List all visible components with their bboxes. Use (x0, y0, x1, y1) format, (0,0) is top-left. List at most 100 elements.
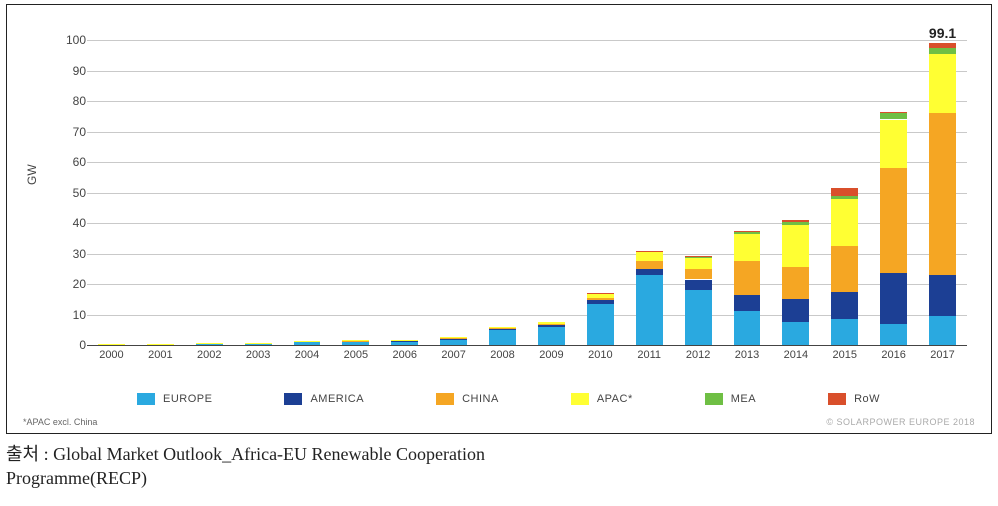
legend-item-row: RoW (828, 393, 880, 405)
ytick-label: 80 (46, 94, 86, 108)
bar-segment-china (636, 261, 663, 269)
bar-group (929, 25, 956, 345)
bar-segment-europe (147, 344, 174, 345)
bar-group (587, 25, 614, 345)
xtick-label: 2015 (833, 349, 857, 361)
bar-segment-apac (929, 54, 956, 113)
legend-label: EUROPE (163, 393, 212, 405)
bar-segment-europe (391, 341, 418, 345)
legend-label: MEA (731, 393, 756, 405)
xtick-label: 2000 (99, 349, 123, 361)
legend-label: APAC* (597, 393, 633, 405)
xtick-label: 2014 (784, 349, 808, 361)
bar-segment-europe (489, 330, 516, 345)
bar-segment-china (929, 113, 956, 275)
bar-segment-apac (587, 294, 614, 299)
bar-group (245, 25, 272, 345)
legend-swatch (284, 393, 302, 405)
chart-border: GW EUROPEAMERICACHINAAPAC*MEARoW *APAC e… (6, 4, 992, 434)
xtick-label: 2016 (881, 349, 905, 361)
bar-segment-mea (782, 222, 809, 225)
bar-group (538, 25, 565, 345)
bar-segment-apac (391, 340, 418, 341)
bar-segment-china (782, 267, 809, 299)
bar-segment-europe (98, 344, 125, 345)
xtick-label: 2012 (686, 349, 710, 361)
legend-item-america: AMERICA (284, 393, 364, 405)
bar-group (147, 25, 174, 345)
legend-label: CHINA (462, 393, 499, 405)
bar-group (636, 25, 663, 345)
bar-segment-america (880, 273, 907, 323)
bar-segment-europe (636, 275, 663, 345)
bar-group (342, 25, 369, 345)
bar-segment-china (538, 324, 565, 325)
legend-swatch (436, 393, 454, 405)
bar-group (294, 25, 321, 345)
bar-segment-europe (245, 344, 272, 345)
bar-segment-america (538, 325, 565, 327)
bar-segment-europe (831, 319, 858, 345)
bar-segment-apac (538, 322, 565, 324)
bar-segment-apac (782, 225, 809, 268)
bar-segment-america (734, 295, 761, 312)
bar-segment-america (440, 339, 467, 340)
bar-segment-europe (880, 324, 907, 345)
bar-segment-europe (538, 327, 565, 345)
legend-swatch (705, 393, 723, 405)
bar-segment-apac (831, 199, 858, 246)
figure-frame: GW EUROPEAMERICACHINAAPAC*MEARoW *APAC e… (0, 0, 998, 506)
legend-item-apac: APAC* (571, 393, 633, 405)
bar-group (782, 25, 809, 345)
bar-segment-apac (342, 340, 369, 341)
legend-label: AMERICA (310, 393, 364, 405)
bar-segment-europe (440, 339, 467, 345)
bar-group (196, 25, 223, 345)
ytick-label: 50 (46, 186, 86, 200)
xtick-label: 2003 (246, 349, 270, 361)
bar-segment-europe (342, 342, 369, 345)
legend-item-europe: EUROPE (137, 393, 212, 405)
bar-segment-america (685, 280, 712, 291)
ytick-label: 70 (46, 125, 86, 139)
ytick-label: 40 (46, 216, 86, 230)
xtick-label: 2005 (344, 349, 368, 361)
ytick-label: 90 (46, 64, 86, 78)
bar-segment-america (587, 300, 614, 304)
bar-segment-apac (147, 344, 174, 345)
bar-segment-apac (440, 337, 467, 339)
bar-segment-mea (734, 232, 761, 234)
bar-group (440, 25, 467, 345)
legend-swatch (571, 393, 589, 405)
bar-group (831, 25, 858, 345)
bar-segment-america (782, 299, 809, 322)
bar-segment-europe (782, 322, 809, 345)
bar-segment-apac (196, 343, 223, 344)
legend-item-china: CHINA (436, 393, 499, 405)
xtick-label: 2017 (930, 349, 954, 361)
footnote-left: *APAC excl. China (23, 417, 97, 427)
ytick-label: 0 (46, 338, 86, 352)
bar-group (685, 25, 712, 345)
x-axis-baseline (87, 345, 967, 346)
bar-segment-row (636, 251, 663, 252)
legend-item-mea: MEA (705, 393, 756, 405)
bar-segment-row (782, 220, 809, 222)
bar-segment-china (831, 246, 858, 292)
bar-segment-apac (685, 258, 712, 269)
bar-segment-apac (489, 327, 516, 329)
xtick-label: 2010 (588, 349, 612, 361)
bar-group (880, 25, 907, 345)
xtick-label: 2004 (295, 349, 319, 361)
bar-segment-mea (880, 113, 907, 119)
bar-segment-america (831, 292, 858, 319)
bar-segment-america (929, 275, 956, 316)
bar-segment-row (929, 43, 956, 48)
bar-segment-row (587, 293, 614, 294)
bar-segment-row (831, 188, 858, 196)
bar-segment-europe (734, 311, 761, 345)
bar-segment-apac (294, 341, 321, 342)
bar-group (391, 25, 418, 345)
ytick-label: 100 (46, 33, 86, 47)
xtick-label: 2002 (197, 349, 221, 361)
